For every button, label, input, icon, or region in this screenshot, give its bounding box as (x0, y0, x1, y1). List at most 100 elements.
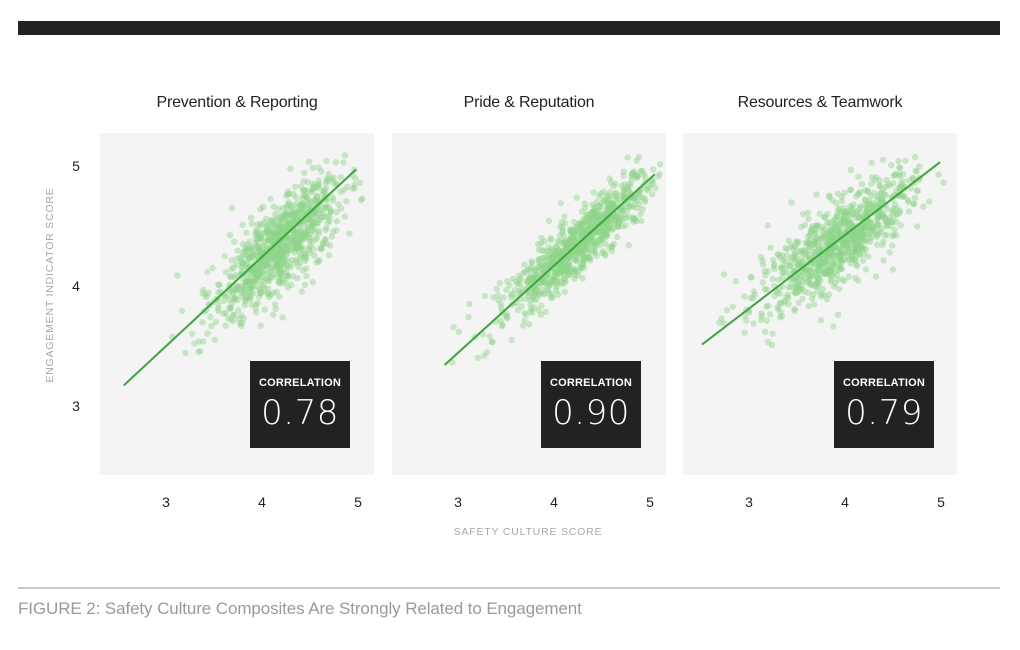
data-point (823, 239, 831, 247)
data-point (813, 273, 821, 281)
data-point (323, 213, 331, 220)
data-point (550, 256, 557, 263)
data-point (593, 252, 600, 260)
data-point (318, 214, 326, 221)
data-point (585, 225, 592, 233)
data-point (572, 235, 580, 243)
data-point (533, 286, 540, 293)
data-point (273, 288, 280, 295)
data-point (839, 240, 846, 247)
data-point (594, 239, 601, 246)
data-point (606, 223, 614, 230)
data-point (829, 197, 836, 204)
data-point (634, 173, 641, 180)
data-point (820, 269, 827, 276)
data-point (566, 271, 573, 278)
data-point (581, 256, 589, 264)
data-point (561, 242, 569, 250)
data-point (874, 193, 881, 200)
data-point (243, 247, 251, 254)
data-point (562, 245, 569, 253)
data-point (278, 248, 286, 255)
data-point (204, 330, 211, 337)
data-point (606, 175, 613, 182)
data-point (608, 243, 616, 250)
data-point (277, 245, 284, 253)
data-point (840, 216, 847, 223)
data-point (823, 251, 830, 258)
data-point (845, 210, 852, 217)
data-point (579, 261, 587, 268)
data-point (567, 269, 574, 276)
data-point (599, 232, 607, 239)
data-point (854, 244, 862, 252)
data-point (830, 234, 837, 241)
data-point (629, 170, 636, 178)
data-point (844, 244, 851, 252)
data-point (857, 224, 864, 232)
data-point (848, 244, 855, 252)
data-point (782, 245, 789, 252)
data-point (750, 288, 758, 295)
data-point (306, 237, 313, 244)
data-point (604, 231, 611, 239)
data-point (293, 258, 300, 265)
panel-title-resources-teamwork: Resources & Teamwork (737, 94, 903, 111)
data-point (637, 167, 645, 175)
data-point (521, 317, 528, 324)
data-point (611, 220, 618, 228)
data-point (841, 210, 848, 218)
data-point (594, 214, 601, 221)
data-point (517, 275, 525, 282)
data-point (620, 206, 627, 213)
data-point (815, 267, 822, 274)
data-point (276, 264, 284, 271)
data-point (553, 287, 560, 294)
x-tick-4: 4 (841, 494, 849, 510)
data-point (303, 265, 310, 272)
data-point (814, 222, 821, 229)
data-point (290, 260, 297, 267)
data-point (823, 250, 830, 258)
data-point (541, 277, 548, 285)
data-point (250, 247, 257, 254)
data-point (551, 251, 558, 258)
data-point (593, 214, 600, 221)
data-point (729, 303, 736, 310)
data-point (845, 236, 852, 243)
data-point (837, 246, 845, 253)
data-point (831, 235, 839, 242)
data-point (254, 236, 262, 243)
data-point (526, 290, 534, 297)
data-point (308, 187, 316, 195)
data-point (234, 284, 241, 291)
data-point (303, 194, 311, 201)
data-point (293, 245, 300, 252)
data-point (269, 238, 276, 246)
data-point (638, 167, 646, 174)
data-point (850, 211, 857, 218)
data-point (741, 293, 748, 300)
data-point (545, 265, 552, 273)
x-tick-5: 5 (937, 494, 945, 510)
data-point (203, 293, 210, 301)
data-point (269, 229, 276, 236)
data-point (269, 254, 277, 262)
data-point (332, 180, 339, 188)
data-point (561, 272, 568, 279)
data-point (259, 259, 267, 267)
data-point (625, 201, 632, 208)
data-point (895, 157, 902, 165)
data-point (761, 268, 768, 275)
data-point (829, 229, 836, 237)
data-point (282, 279, 289, 286)
data-point (617, 217, 624, 224)
data-point (270, 271, 277, 278)
data-point (577, 264, 584, 271)
data-point (797, 260, 804, 267)
data-point (289, 239, 297, 246)
data-point (831, 260, 838, 267)
data-point (829, 251, 836, 258)
data-point (613, 213, 620, 220)
data-point (886, 217, 893, 224)
